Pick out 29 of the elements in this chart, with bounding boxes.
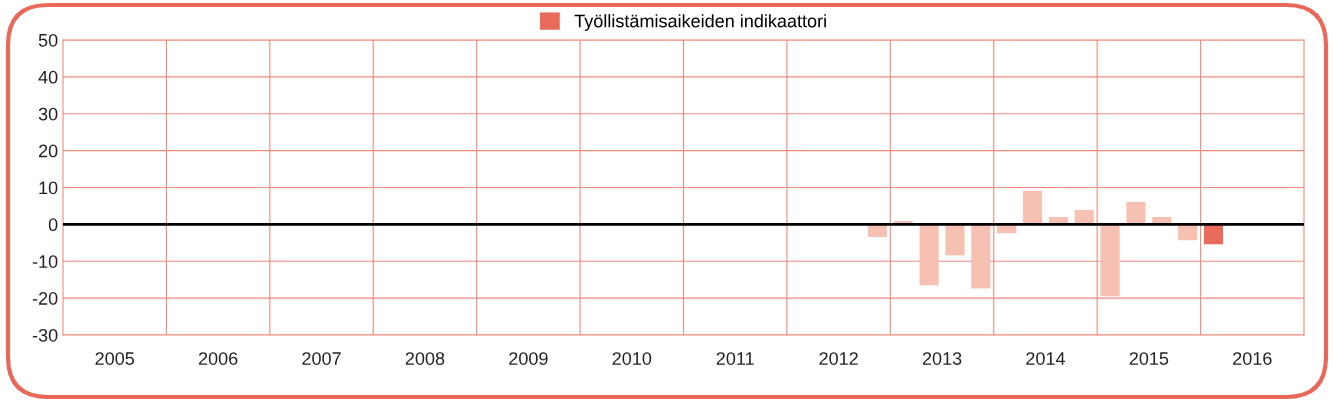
x-tick-label: 2013	[922, 352, 962, 365]
x-tick-label: 2007	[302, 352, 341, 365]
y-tick-label: 20	[38, 144, 58, 158]
x-tick-label: 2016	[1233, 352, 1272, 365]
x-tick-label: 2006	[198, 352, 238, 365]
x-tick-label: 2011	[716, 352, 754, 365]
bar	[1100, 224, 1120, 297]
y-tick-label: 10	[39, 181, 58, 195]
y-tick-label: -30	[32, 328, 58, 342]
bar	[945, 224, 965, 256]
x-tick-label: 2008	[405, 352, 445, 365]
y-tick-label: -20	[32, 292, 58, 305]
y-tick-label: 0	[48, 218, 58, 232]
legend-label: Työllistämisaikeiden indikaattori	[574, 14, 826, 31]
y-tick-label: 50	[38, 33, 58, 47]
x-tick-label: 2014	[1026, 352, 1066, 365]
y-tick-label: -10	[32, 255, 58, 268]
bar	[1022, 190, 1043, 225]
bar	[1126, 201, 1146, 225]
x-tick-label: 2012	[819, 352, 858, 365]
x-tick-label: 2015	[1129, 352, 1169, 365]
y-tick-label: 30	[38, 107, 58, 121]
x-tick-label: 2005	[95, 352, 135, 365]
bar	[919, 224, 939, 286]
x-tick-label: 2009	[509, 352, 548, 365]
bar	[971, 224, 991, 289]
bar	[1074, 209, 1094, 225]
y-tick-label: 40	[38, 70, 58, 84]
x-tick-label: 2010	[612, 352, 652, 365]
